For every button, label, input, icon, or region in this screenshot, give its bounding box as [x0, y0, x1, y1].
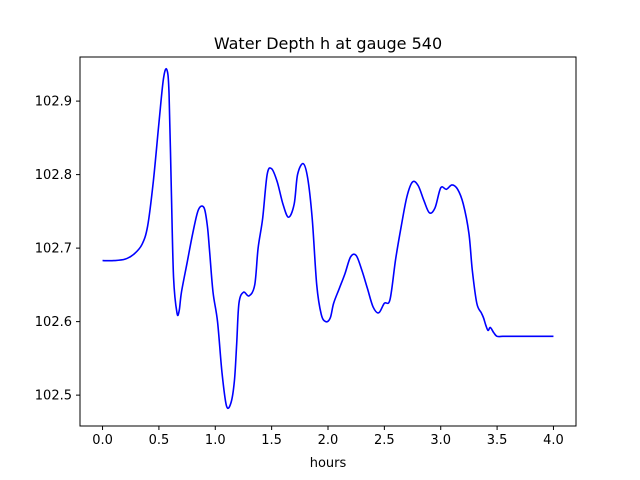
- y-tick-label: 102.9: [35, 95, 72, 110]
- chart-title: Water Depth h at gauge 540: [214, 34, 442, 53]
- x-tick-label: 1.0: [205, 433, 226, 448]
- series-layer: [102, 67, 554, 410]
- y-tick-label: 102.6: [35, 315, 72, 330]
- x-tick-label: 1.5: [261, 433, 282, 448]
- x-tick-label: 2.5: [374, 433, 395, 448]
- x-axis: 0.0 0.5 1.0 1.5 2.0 2.5 3.0 3.5 4.0: [92, 426, 564, 448]
- x-tick-label: 2.0: [318, 433, 339, 448]
- y-axis: 102.5 102.6 102.7 102.8 102.9: [35, 95, 80, 404]
- series-line: [102, 67, 554, 410]
- x-axis-label: hours: [310, 456, 347, 471]
- plot-area: [80, 57, 576, 426]
- x-tick-label: 4.0: [543, 433, 564, 448]
- y-tick-label: 102.5: [35, 389, 72, 404]
- x-tick-label: 0.0: [92, 433, 113, 448]
- x-tick-label: 3.5: [487, 433, 508, 448]
- x-tick-label: 0.5: [149, 433, 170, 448]
- y-tick-label: 102.7: [35, 242, 72, 257]
- x-tick-label: 3.0: [430, 433, 451, 448]
- y-tick-label: 102.8: [35, 168, 72, 183]
